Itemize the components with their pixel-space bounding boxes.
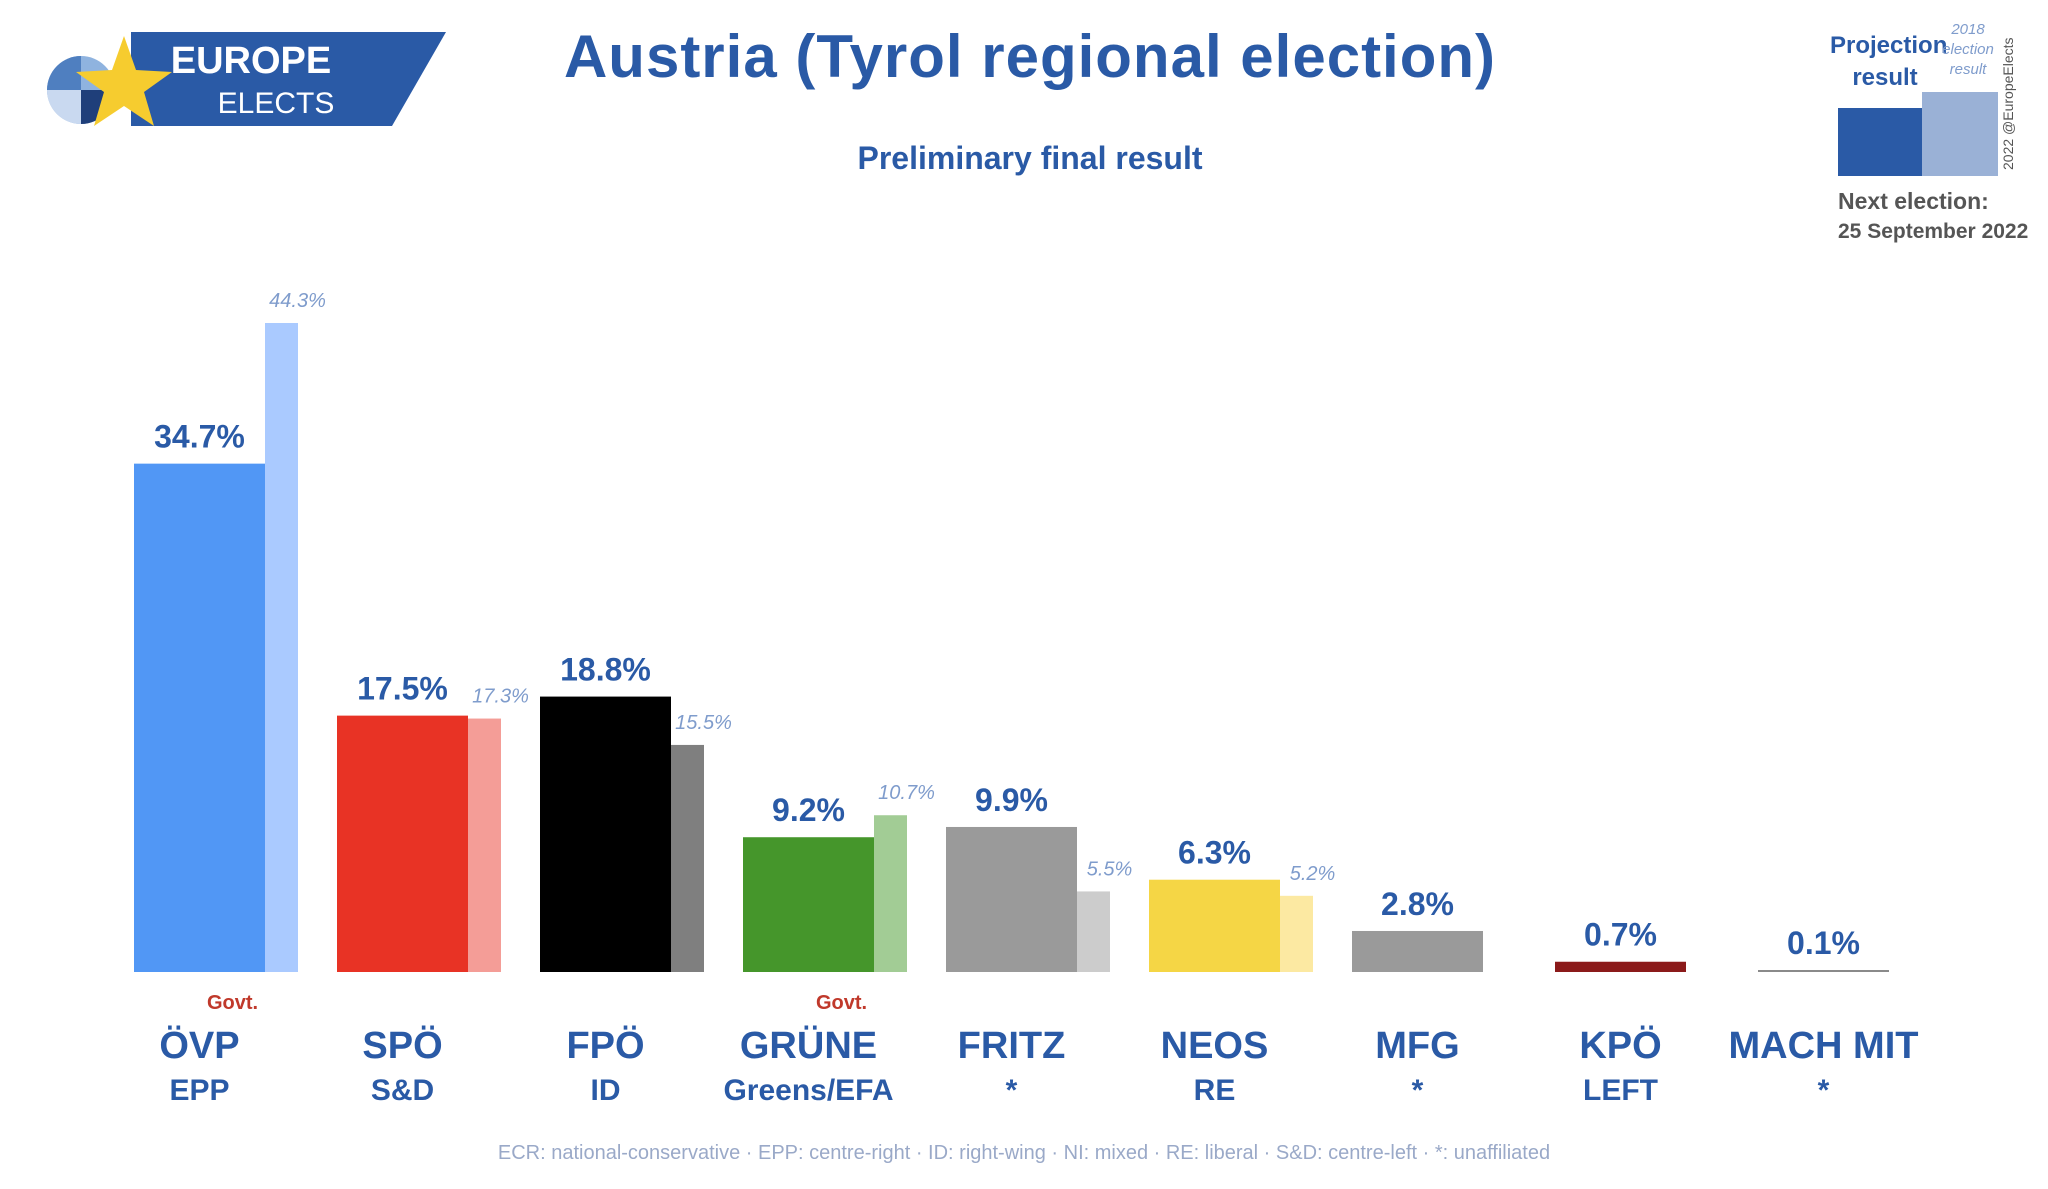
party-name-2: FPÖ bbox=[566, 1024, 644, 1067]
bar-previous-1 bbox=[468, 718, 501, 972]
party-name-0: ÖVP bbox=[159, 1024, 239, 1067]
party-name-1: SPÖ bbox=[362, 1024, 442, 1067]
legend-projection-label: Projection result bbox=[1830, 32, 1948, 91]
legend-projection-swatch bbox=[1838, 108, 1922, 176]
govt-label-3: Govt. bbox=[816, 992, 867, 1014]
bar-projection-2 bbox=[540, 696, 671, 972]
bar-projection-8 bbox=[1758, 970, 1889, 972]
legend-previous-swatch bbox=[1922, 92, 1998, 176]
govt-label-0: Govt. bbox=[207, 992, 258, 1014]
label-projection-3: 9.2% bbox=[772, 792, 845, 828]
party-name-8: MACH MIT bbox=[1729, 1025, 1919, 1067]
group-footnote: ECR: national-conservative · EPP: centre… bbox=[497, 1142, 1551, 1164]
party-group-7: LEFT bbox=[1583, 1074, 1658, 1107]
bar-previous-0 bbox=[265, 323, 298, 972]
bar-previous-4 bbox=[1077, 891, 1110, 972]
brand-line1: EUROPE bbox=[171, 40, 331, 82]
party-group-4: * bbox=[1006, 1074, 1018, 1107]
next-election-date: 25 September 2022 bbox=[1838, 220, 2029, 243]
party-name-5: NEOS bbox=[1161, 1025, 1269, 1067]
party-name-4: FRITZ bbox=[958, 1025, 1066, 1067]
party-name-3: GRÜNE bbox=[740, 1024, 877, 1067]
bar-projection-0 bbox=[134, 463, 265, 972]
brand-line2: ELECTS bbox=[218, 87, 335, 120]
bar-projection-4 bbox=[946, 826, 1077, 972]
chart-title: Austria (Tyrol regional election) bbox=[563, 23, 1497, 90]
party-group-8: * bbox=[1818, 1074, 1830, 1107]
label-projection-0: 34.7% bbox=[154, 419, 245, 455]
bar-projection-3 bbox=[743, 837, 874, 972]
legend: Projection result 2018 election result 2… bbox=[1800, 20, 2040, 260]
label-projection-8: 0.1% bbox=[1787, 925, 1860, 961]
bar-previous-2 bbox=[671, 744, 704, 972]
label-projection-7: 0.7% bbox=[1584, 917, 1657, 953]
party-name-7: KPÖ bbox=[1579, 1024, 1661, 1067]
bar-projection-1 bbox=[337, 715, 468, 972]
chart-subtitle: Preliminary final result bbox=[857, 140, 1203, 176]
label-projection-6: 2.8% bbox=[1381, 886, 1454, 922]
bar-previous-5 bbox=[1280, 895, 1313, 972]
bar-previous-3 bbox=[874, 815, 907, 972]
bar-projection-5 bbox=[1149, 879, 1280, 972]
europe-elects-logo: EUROPE ELECTS bbox=[36, 30, 456, 126]
label-projection-5: 6.3% bbox=[1178, 835, 1251, 871]
party-group-2: ID bbox=[591, 1074, 621, 1107]
bar-projection-7 bbox=[1555, 961, 1686, 972]
legend-previous-label: 2018 election result bbox=[1942, 21, 1994, 78]
label-previous-1: 17.3% bbox=[472, 686, 529, 708]
label-previous-3: 10.7% bbox=[878, 782, 935, 804]
party-group-0: EPP bbox=[169, 1074, 229, 1107]
next-election-label: Next election: bbox=[1838, 188, 1989, 214]
label-projection-4: 9.9% bbox=[975, 782, 1048, 818]
label-previous-0: 44.3% bbox=[269, 290, 326, 312]
label-projection-2: 18.8% bbox=[560, 652, 651, 688]
label-projection-1: 17.5% bbox=[357, 671, 448, 707]
party-group-5: RE bbox=[1194, 1074, 1236, 1107]
party-name-6: MFG bbox=[1375, 1025, 1459, 1067]
label-previous-5: 5.2% bbox=[1290, 863, 1336, 885]
label-previous-2: 15.5% bbox=[675, 712, 732, 734]
party-group-6: * bbox=[1412, 1074, 1424, 1107]
party-group-1: S&D bbox=[371, 1074, 434, 1107]
label-previous-4: 5.5% bbox=[1087, 858, 1133, 880]
bar-projection-6 bbox=[1352, 930, 1483, 972]
party-group-3: Greens/EFA bbox=[723, 1074, 893, 1107]
